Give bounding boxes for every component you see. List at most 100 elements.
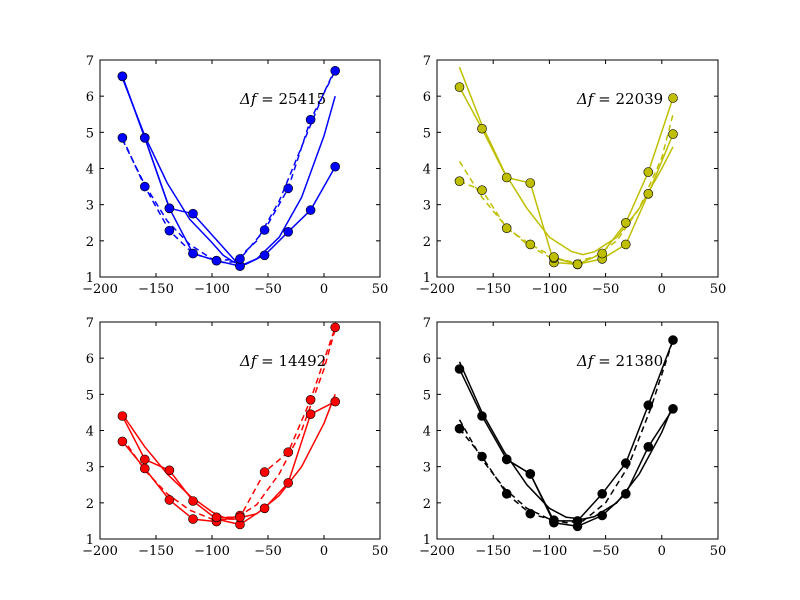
data-point [525, 239, 536, 250]
data-point [330, 322, 341, 333]
y-tick-label: 2 [86, 497, 94, 512]
x-tick-label: −150 [138, 544, 174, 559]
x-tick-label: −100 [194, 544, 230, 559]
data-point [164, 465, 175, 476]
data-point [501, 172, 512, 183]
series-line-5 [121, 68, 336, 264]
data-point [668, 403, 678, 414]
data-point [501, 223, 512, 233]
subplot-2: −200 −150 −100 −50 0 50 1 2 3 4 5 6 7 Δf = 22039 [419, 54, 726, 297]
data-point [668, 93, 678, 103]
series-group [454, 66, 678, 270]
data-point [211, 512, 222, 523]
y-tick-label: 1 [86, 533, 94, 548]
data-point [454, 82, 465, 92]
data-point [164, 495, 175, 505]
series-group [117, 66, 341, 271]
x-tick-label: −100 [532, 544, 568, 559]
x-tick-label: −150 [138, 282, 174, 297]
subplot-1: −200 −150 −100 −50 0 50 1 2 3 4 5 6 7 Δf = 25415 [82, 54, 388, 297]
data-point [283, 447, 294, 458]
data-point [117, 436, 128, 447]
data-point [164, 203, 175, 214]
y-tick-label: 3 [86, 199, 94, 214]
data-point [235, 254, 245, 264]
delta-f-annotation: Δf = 14492 [239, 352, 326, 370]
y-tick-label: 1 [86, 271, 94, 286]
data-point [597, 248, 608, 259]
data-point [477, 451, 487, 462]
data-point [259, 250, 270, 261]
y-tick-label: 3 [423, 461, 431, 476]
data-point [305, 205, 316, 215]
x-tick-label: 0 [658, 282, 666, 297]
data-point [117, 411, 128, 421]
data-point [188, 248, 198, 259]
y-tick-label: 7 [423, 54, 431, 69]
x-tick-label: −150 [475, 544, 511, 559]
data-point [188, 514, 198, 524]
data-point [572, 516, 583, 526]
series-line-1 [121, 400, 336, 526]
data-point [620, 488, 631, 499]
data-point [454, 423, 465, 434]
data-point [211, 255, 222, 266]
data-point [283, 478, 294, 488]
delta-f-label: Δf = [576, 90, 616, 108]
data-point [259, 225, 270, 235]
data-point [164, 225, 175, 236]
data-point [597, 510, 608, 521]
data-point [305, 114, 316, 125]
data-point [283, 227, 294, 237]
data-point [501, 454, 512, 465]
x-tick-label: −100 [194, 282, 230, 297]
y-tick-label: 5 [423, 388, 431, 403]
data-point [330, 66, 341, 76]
x-tick-label: 0 [320, 282, 328, 297]
delta-f-annotation: Δf = 21380 [576, 352, 663, 370]
data-point [454, 176, 465, 186]
data-point [477, 185, 487, 195]
delta-f-annotation: Δf = 22039 [576, 90, 663, 108]
y-tick-label: 6 [423, 352, 431, 367]
data-point [525, 508, 536, 519]
x-tick-label: −50 [254, 282, 281, 297]
data-point [643, 400, 654, 411]
series-line-4 [121, 70, 336, 262]
x-tick-label: −50 [592, 282, 619, 297]
x-tick-label: −200 [82, 544, 118, 559]
x-tick-label: −200 [82, 282, 118, 297]
series-line-1 [458, 86, 674, 266]
y-tick-label: 6 [423, 90, 431, 105]
delta-f-value: 21380 [616, 352, 664, 370]
data-point [305, 394, 316, 405]
data-point [283, 183, 294, 194]
series-group [454, 335, 678, 532]
data-point [643, 441, 654, 452]
x-tick-label: −200 [419, 282, 455, 297]
data-point [140, 454, 150, 465]
delta-f-value: 14492 [279, 352, 327, 370]
y-tick-label: 5 [86, 388, 94, 403]
x-tick-label: −100 [532, 282, 568, 297]
data-point [140, 181, 150, 192]
x-tick-label: 0 [320, 544, 328, 559]
data-point [620, 239, 631, 250]
series-line-5 [458, 339, 674, 524]
delta-f-label: Δf = [239, 352, 279, 370]
y-tick-label: 7 [423, 316, 431, 331]
data-point [259, 503, 270, 514]
y-tick-label: 4 [86, 163, 94, 178]
y-tick-label: 5 [423, 126, 431, 141]
y-tick-label: 4 [423, 163, 431, 178]
series-group [117, 322, 341, 530]
data-point [549, 515, 559, 526]
data-point [620, 458, 631, 468]
y-tick-label: 6 [86, 352, 94, 367]
data-point [668, 129, 678, 139]
y-tick-label: 6 [86, 90, 94, 105]
delta-f-value: 25415 [279, 90, 327, 108]
x-tick-label: 0 [658, 544, 666, 559]
